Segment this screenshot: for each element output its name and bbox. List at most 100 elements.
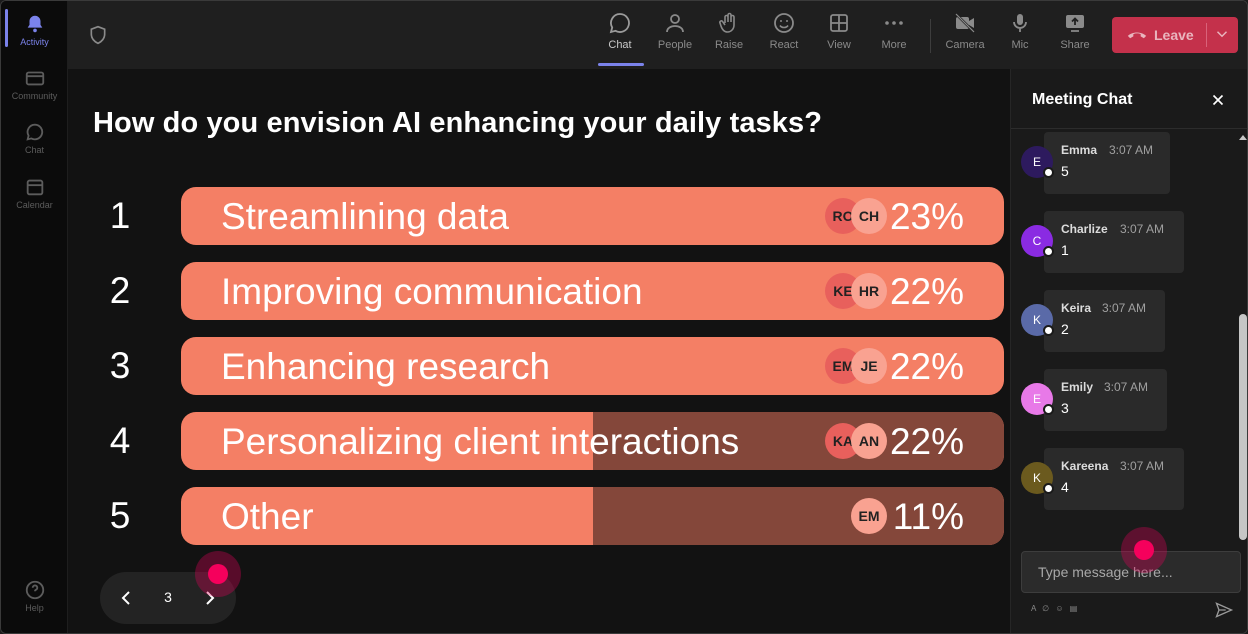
bar-remainder <box>592 412 1004 470</box>
send-icon[interactable] <box>1214 600 1234 620</box>
chat-button-label: Chat <box>608 39 632 51</box>
rail-item-community[interactable]: Community <box>1 67 68 101</box>
people-button[interactable]: People <box>649 11 701 51</box>
presence-indicator <box>1043 167 1054 178</box>
shield-icon[interactable] <box>88 25 108 45</box>
chat-message-input[interactable] <box>1021 551 1241 593</box>
raise-hand-button[interactable]: Raise <box>703 11 755 51</box>
grid-view-icon <box>830 14 848 32</box>
scroll-down-arrow-icon[interactable] <box>1237 530 1248 540</box>
option-label: Other <box>221 496 314 537</box>
poll-question: How do you envision AI enhancing your da… <box>93 107 823 139</box>
meeting-chat-panel: Meeting Chat Emma 3:07 AM 5 E Charlize 3:07 A… <box>1010 69 1248 633</box>
option-percent: 22% <box>889 346 964 387</box>
format-toolbar: A ∅ ☺ ▤ <box>1031 604 1079 613</box>
chat-scrollbar-thumb[interactable] <box>1239 314 1247 540</box>
message-sender: Emma <box>1061 143 1098 157</box>
more-dots-icon <box>885 21 903 25</box>
camera-button[interactable]: Camera <box>939 11 991 51</box>
scroll-up-arrow-icon[interactable] <box>1237 132 1248 142</box>
option-percent: 23% <box>889 196 964 237</box>
message-timestamp: 3:07 AM <box>1109 143 1154 157</box>
people-button-label: People <box>657 39 693 51</box>
hand-icon <box>719 12 735 33</box>
poll-option-bar: Streamlining data RO CH 23% <box>181 187 1004 245</box>
bar-remainder <box>592 487 1004 545</box>
message-text: 5 <box>1061 163 1069 179</box>
chat-message[interactable]: Emma 3:07 AM 5 <box>1044 132 1170 194</box>
react-button[interactable]: React <box>758 11 810 51</box>
leave-divider <box>1206 23 1207 47</box>
close-icon[interactable] <box>1209 91 1227 109</box>
chevron-left-icon[interactable] <box>114 586 138 610</box>
calendar-icon <box>26 179 43 196</box>
avatar[interactable]: K <box>1021 462 1054 494</box>
pointer-highlight <box>195 551 241 597</box>
smiley-icon <box>774 13 794 33</box>
attach-icon[interactable]: ∅ <box>1042 604 1052 613</box>
message-sender: Kareena <box>1061 459 1109 473</box>
community-icon <box>25 71 44 86</box>
rail-active-indicator <box>5 9 8 47</box>
gif-icon[interactable]: ▤ <box>1069 604 1080 613</box>
chevron-down-icon[interactable] <box>1213 25 1231 43</box>
presence-indicator <box>1043 246 1054 257</box>
avatar-initial: E <box>1032 155 1041 169</box>
option-number: 2 <box>109 270 131 311</box>
option-percent: 11% <box>892 496 964 537</box>
voter-avatar: JE <box>851 348 887 384</box>
message-timestamp: 3:07 AM <box>1102 301 1147 315</box>
option-percent: 22% <box>889 421 964 462</box>
message-timestamp: 3:07 AM <box>1120 459 1165 473</box>
chat-message[interactable]: Emily 3:07 AM 3 <box>1044 369 1167 431</box>
format-icon[interactable]: A <box>1031 604 1038 613</box>
poll-stage: How do you envision AI enhancing your da… <box>68 69 1010 633</box>
camera-off-icon <box>955 13 975 33</box>
message-text: 3 <box>1061 400 1069 416</box>
chevron-right-icon[interactable] <box>198 586 222 610</box>
poll-option-bar: Enhancing research EM JE 22% <box>181 337 1004 395</box>
rail-label-community: Community <box>11 91 58 101</box>
meeting-toolbar: Chat People Raise React View More Camera <box>68 1 1247 69</box>
message-timestamp: 3:07 AM <box>1104 380 1149 394</box>
option-label: Improving communication <box>221 271 643 312</box>
avatar[interactable]: E <box>1021 383 1054 415</box>
chat-message[interactable]: Charlize 3:07 AM 1 <box>1044 211 1184 273</box>
avatar[interactable]: C <box>1021 225 1054 257</box>
chat-icon <box>609 13 630 34</box>
more-button[interactable]: More <box>868 11 920 51</box>
option-number: 1 <box>109 195 131 236</box>
camera-button-label: Camera <box>945 39 985 51</box>
presence-indicator <box>1043 404 1054 415</box>
rail-item-chat[interactable]: Chat <box>1 121 68 155</box>
option-label: Streamlining data <box>221 196 509 237</box>
help-icon <box>25 580 44 600</box>
voter-avatar: CH <box>851 198 887 234</box>
avatar-initial: C <box>1032 234 1042 248</box>
voter-avatar: EM <box>851 498 887 534</box>
avatar-initial: K <box>1032 471 1041 485</box>
message-timestamp: 3:07 AM <box>1120 222 1165 236</box>
rail-label-calendar: Calendar <box>16 200 53 210</box>
message-sender: Keira <box>1061 301 1092 315</box>
share-button[interactable]: Share <box>1049 11 1101 51</box>
rail-item-activity[interactable]: Activity <box>1 13 68 47</box>
leave-button[interactable]: Leave <box>1112 17 1238 53</box>
rail-item-help[interactable]: Help <box>1 579 68 613</box>
chat-message[interactable]: Keira 3:07 AM 2 <box>1044 290 1165 352</box>
emoji-icon[interactable]: ☺ <box>1055 604 1066 613</box>
mic-icon <box>1013 14 1027 32</box>
mic-button[interactable]: Mic <box>994 11 1046 51</box>
chat-button[interactable]: Chat <box>594 11 646 51</box>
mic-button-label: Mic <box>1011 39 1029 51</box>
avatar[interactable]: E <box>1021 146 1054 178</box>
view-button[interactable]: View <box>813 11 865 51</box>
poll-option-bar: Improving communication KE HR 22% <box>181 262 1004 320</box>
rail-item-calendar[interactable]: Calendar <box>1 176 68 210</box>
avatar[interactable]: K <box>1021 304 1054 336</box>
message-sender: Charlize <box>1061 222 1108 236</box>
chat-message[interactable]: Kareena 3:07 AM 4 <box>1044 448 1184 510</box>
share-button-label: Share <box>1060 39 1090 51</box>
option-number: 4 <box>109 420 131 461</box>
toolbar-divider <box>930 19 931 53</box>
